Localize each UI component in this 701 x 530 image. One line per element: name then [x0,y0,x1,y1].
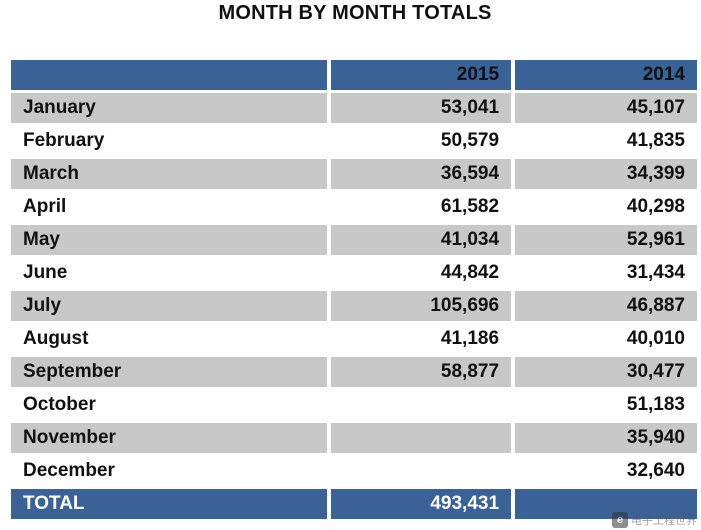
value-2014-cell: 35,940 [515,423,697,453]
total-2015-value: 493,431 [330,489,512,519]
value-2014-cell: 52,961 [515,225,697,255]
value-2015-cell: 36,594 [330,159,512,189]
month-cell: February [11,126,327,156]
value-2015-cell: 105,696 [330,291,512,321]
table-row: September 58,877 30,477 [11,357,697,387]
month-cell: December [11,456,327,486]
watermark-text: 电子工程世界 [631,515,697,527]
month-cell: August [11,324,327,354]
table-row: August 41,186 40,010 [11,324,697,354]
year-2015-column-header: 2015 [330,60,512,90]
value-2015-cell: 58,877 [330,357,512,387]
table-row: February 50,579 41,835 [11,126,697,156]
table-row: July 105,696 46,887 [11,291,697,321]
value-2014-cell: 41,835 [515,126,697,156]
value-2015-cell: 44,842 [330,258,512,288]
table-row: January 53,041 45,107 [11,93,697,123]
table-row: November 35,940 [11,423,697,453]
year-2014-column-header: 2014 [515,60,697,90]
value-2014-cell: 45,107 [515,93,697,123]
table-row: December 32,640 [11,456,697,486]
value-2014-cell: 30,477 [515,357,697,387]
month-cell: October [11,390,327,420]
site-watermark: e 电子工程世界 [612,512,697,528]
month-cell: September [11,357,327,387]
value-2015-cell: 41,186 [330,324,512,354]
total-label: TOTAL [11,489,327,519]
month-cell: November [11,423,327,453]
table-row: April 61,582 40,298 [11,192,697,222]
month-column-header [11,60,327,90]
header-row: 2015 2014 [11,60,697,90]
table-title: MONTH BY MONTH TOTALS [218,2,492,24]
table-row: May 41,034 52,961 [11,225,697,255]
value-2015-cell: 41,034 [330,225,512,255]
table-row: June 44,842 31,434 [11,258,697,288]
month-cell: May [11,225,327,255]
value-2014-cell: 34,399 [515,159,697,189]
value-2014-cell: 40,010 [515,324,697,354]
table-row: March 36,594 34,399 [11,159,697,189]
value-2015-cell [330,423,512,453]
table-row: October 51,183 [11,390,697,420]
value-2014-cell: 32,640 [515,456,697,486]
month-totals-table: 2015 2014 January 53,041 45,107 February… [7,57,701,522]
value-2015-cell [330,456,512,486]
value-2014-cell: 46,887 [515,291,697,321]
value-2015-cell: 53,041 [330,93,512,123]
month-cell: April [11,192,327,222]
value-2014-cell: 31,434 [515,258,697,288]
value-2014-cell: 40,298 [515,192,697,222]
value-2015-cell [330,390,512,420]
month-cell: March [11,159,327,189]
month-cell: January [11,93,327,123]
total-2014-value [515,489,697,519]
total-row: TOTAL 493,431 [11,489,697,519]
month-cell: June [11,258,327,288]
month-cell: July [11,291,327,321]
value-2015-cell: 50,579 [330,126,512,156]
value-2015-cell: 61,582 [330,192,512,222]
value-2014-cell: 51,183 [515,390,697,420]
watermark-logo-icon: e [612,512,628,528]
